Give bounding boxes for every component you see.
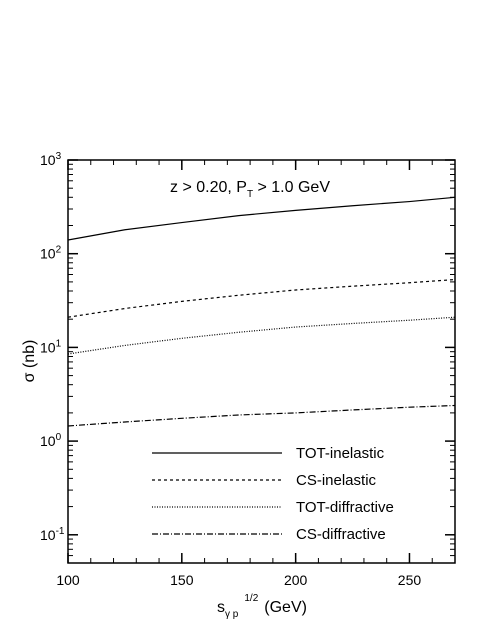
y-tick-exp: 3: [56, 151, 62, 162]
x-label-sub: γ p: [225, 609, 239, 620]
y-tick-exp: 0: [56, 432, 62, 443]
series-line: [67, 278, 456, 318]
plot-frame: [67, 159, 456, 564]
series-line: [67, 404, 456, 427]
y-tick-label: 100: [40, 432, 62, 449]
legend-label: CS-diffractive: [296, 526, 386, 543]
x-tick-label: 100: [56, 572, 80, 588]
x-tick-label: 150: [170, 572, 194, 588]
x-label-sup: 1/2: [244, 593, 258, 604]
annotation-part: > 1.0 GeV: [253, 179, 330, 196]
y-tick-base: 10: [40, 152, 56, 168]
annotation: z > 0.20, PT > 1.0 GeV: [170, 179, 330, 200]
y-tick-label: 101: [40, 338, 62, 355]
y-tick-label: 10-1: [40, 526, 65, 543]
x-label-part: s: [217, 599, 225, 616]
annotation-part: z > 0.20, P: [170, 179, 247, 196]
y-tick-exp: 1: [56, 338, 62, 349]
legend-label: TOT-diffractive: [296, 499, 394, 516]
x-axis-label: sγ p 1/2 (GeV): [217, 593, 307, 620]
x-tick-label: 250: [398, 572, 422, 588]
y-tick-base: 10: [40, 527, 56, 543]
x-tick-label: 200: [284, 572, 308, 588]
y-tick-label: 103: [40, 151, 62, 168]
series-line: [67, 316, 456, 355]
legend-label: TOT-inelastic: [296, 445, 385, 462]
y-axis-label: σ (nb): [21, 340, 38, 383]
x-label-part: (GeV): [264, 599, 307, 616]
y-tick-base: 10: [40, 246, 56, 262]
legend-label: CS-inelastic: [296, 472, 377, 489]
y-tick-exp: -1: [56, 526, 65, 537]
y-tick-base: 10: [40, 433, 56, 449]
annotation-sub: T: [247, 189, 253, 200]
y-tick-exp: 2: [56, 245, 62, 256]
series-line: [67, 196, 456, 241]
y-tick-label: 102: [40, 245, 62, 262]
y-tick-base: 10: [40, 339, 56, 355]
